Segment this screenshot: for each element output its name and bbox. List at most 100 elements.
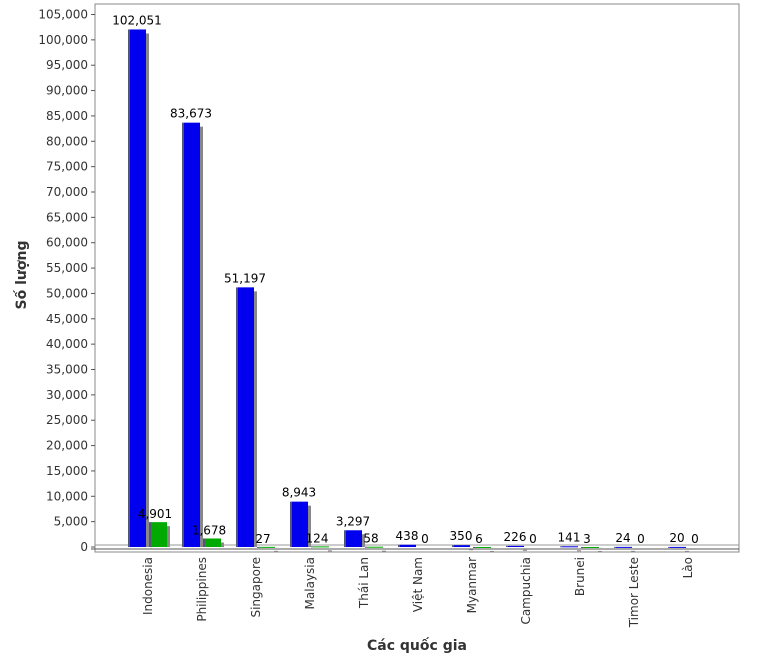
bar-series-1-shadow <box>145 33 149 548</box>
y-tick-label: 45,000 <box>46 312 88 326</box>
bar-series-1 <box>508 545 524 547</box>
bar-series-1-edge <box>182 122 184 547</box>
bar-series-1-edge <box>560 546 562 548</box>
y-tick-label: 50,000 <box>46 286 88 300</box>
x-tick-label: Lào <box>681 557 695 578</box>
x-axis: Indonesia Philippines Singapore Malaysia Thá… <box>91 544 739 628</box>
data-label-series-1: 83,673 <box>170 107 212 121</box>
y-tick-label: 20,000 <box>46 439 88 453</box>
bar-series-2-shadow <box>328 550 332 552</box>
y-tick-label: 70,000 <box>46 185 88 199</box>
y-tick-label: 0 <box>80 540 88 554</box>
y-axis-title: Số lượng <box>13 241 30 310</box>
bar-series-1 <box>670 546 686 548</box>
bar-series-1 <box>292 501 308 547</box>
data-label-series-1: 20 <box>669 531 684 545</box>
y-tick-label: 100,000 <box>38 33 88 47</box>
y-tick-label: 35,000 <box>46 363 88 377</box>
bar-series-2-edge <box>257 546 259 548</box>
data-label-series-2: 6 <box>475 532 483 546</box>
data-labels: 102,051 4,901 83,673 1,678 51,197 27 8,943 124 3… <box>112 13 699 546</box>
data-label-series-1: 24 <box>615 531 630 545</box>
y-tick-label: 15,000 <box>46 464 88 478</box>
bar-series-2-edge <box>149 522 151 547</box>
y-tick-label: 90,000 <box>46 84 88 98</box>
x-tick-label: Singapore <box>249 557 263 618</box>
bar-series-1-shadow <box>307 505 311 547</box>
data-label-series-1: 102,051 <box>112 13 162 27</box>
y-tick-label: 75,000 <box>46 160 88 174</box>
bar-series-2 <box>475 546 491 548</box>
bar-series-2 <box>151 522 167 547</box>
y-tick-label: 80,000 <box>46 134 88 148</box>
y-tick-label: 60,000 <box>46 236 88 250</box>
bar-series-1-shadow <box>361 534 365 547</box>
bar-series-1-edge <box>128 29 130 548</box>
bar-series-1 <box>130 29 146 548</box>
y-tick-label: 10,000 <box>46 489 88 503</box>
bar-series-2-edge <box>365 546 367 548</box>
bar-series-1-shadow <box>577 550 581 552</box>
y-tick-label: 5,000 <box>54 515 88 529</box>
bar-series-2-shadow <box>598 550 602 552</box>
x-tick-label: Myanmar <box>465 557 479 613</box>
bar-series-1-edge <box>506 545 508 547</box>
y-tick-label: 55,000 <box>46 261 88 275</box>
data-label-series-2: 1,678 <box>192 523 226 537</box>
bar-series-2 <box>313 546 329 548</box>
x-tick-label: Campuchia <box>519 557 533 625</box>
data-label-series-1: 141 <box>558 530 581 544</box>
data-label-series-2: 58 <box>363 532 378 546</box>
x-tick-label: Malaysia <box>303 557 317 609</box>
bar-series-1-shadow <box>253 291 257 547</box>
x-tick-label: Indonesia <box>141 557 155 615</box>
x-tick-label: Việt Nam <box>411 557 425 612</box>
bar-series-2-edge <box>203 538 205 547</box>
data-label-series-2: 3 <box>583 532 591 546</box>
bar-series-2 <box>367 546 383 548</box>
bar-series-2-edge <box>581 546 583 548</box>
bar-series-1-edge <box>398 544 400 547</box>
bar-series-2 <box>259 546 275 548</box>
bar-series-1-edge <box>614 546 616 548</box>
data-label-series-2: 0 <box>421 532 429 546</box>
bar-series-1 <box>346 530 362 547</box>
bar-series-2-shadow <box>220 542 224 547</box>
bar-series-1-edge <box>290 501 292 547</box>
bar-series-1-shadow <box>199 126 203 547</box>
data-label-series-1: 51,197 <box>224 271 266 285</box>
y-tick-label: 30,000 <box>46 388 88 402</box>
y-tick-label: 85,000 <box>46 109 88 123</box>
x-tick-label: Brunei <box>573 557 587 596</box>
x-tick-label: Timor Leste <box>627 557 641 628</box>
bar-series-1 <box>238 287 254 547</box>
bar-series-1-edge <box>236 287 238 547</box>
data-label-series-2: 27 <box>255 532 270 546</box>
bar-series-1-shadow <box>631 550 635 552</box>
bar-series-1-edge <box>668 546 670 548</box>
data-label-series-1: 3,297 <box>336 514 370 528</box>
bar-series-2-shadow <box>166 526 170 547</box>
x-tick-label: Philippines <box>195 557 209 622</box>
y-tick-label: 65,000 <box>46 210 88 224</box>
bars <box>128 29 689 552</box>
data-label-series-1: 438 <box>396 529 419 543</box>
bar-series-2-shadow <box>274 550 278 552</box>
data-label-series-1: 350 <box>450 529 473 543</box>
bar-series-1 <box>562 546 578 548</box>
bar-series-1-shadow <box>523 549 527 551</box>
bar-series-1-edge <box>344 530 346 547</box>
bar-series-1 <box>454 545 470 547</box>
x-axis-title: Các quốc gia <box>367 637 467 654</box>
bar-series-1 <box>400 544 416 547</box>
plot-frame <box>94 3 740 553</box>
y-tick-label: 25,000 <box>46 413 88 427</box>
bar-series-1-shadow <box>415 548 419 550</box>
bar-series-2-edge <box>311 546 313 548</box>
data-label-series-1: 226 <box>504 530 527 544</box>
bar-series-2-edge <box>473 546 475 548</box>
bar-series-1-edge <box>452 545 454 547</box>
data-label-series-1: 8,943 <box>282 486 316 500</box>
bar-series-2-shadow <box>490 550 494 552</box>
